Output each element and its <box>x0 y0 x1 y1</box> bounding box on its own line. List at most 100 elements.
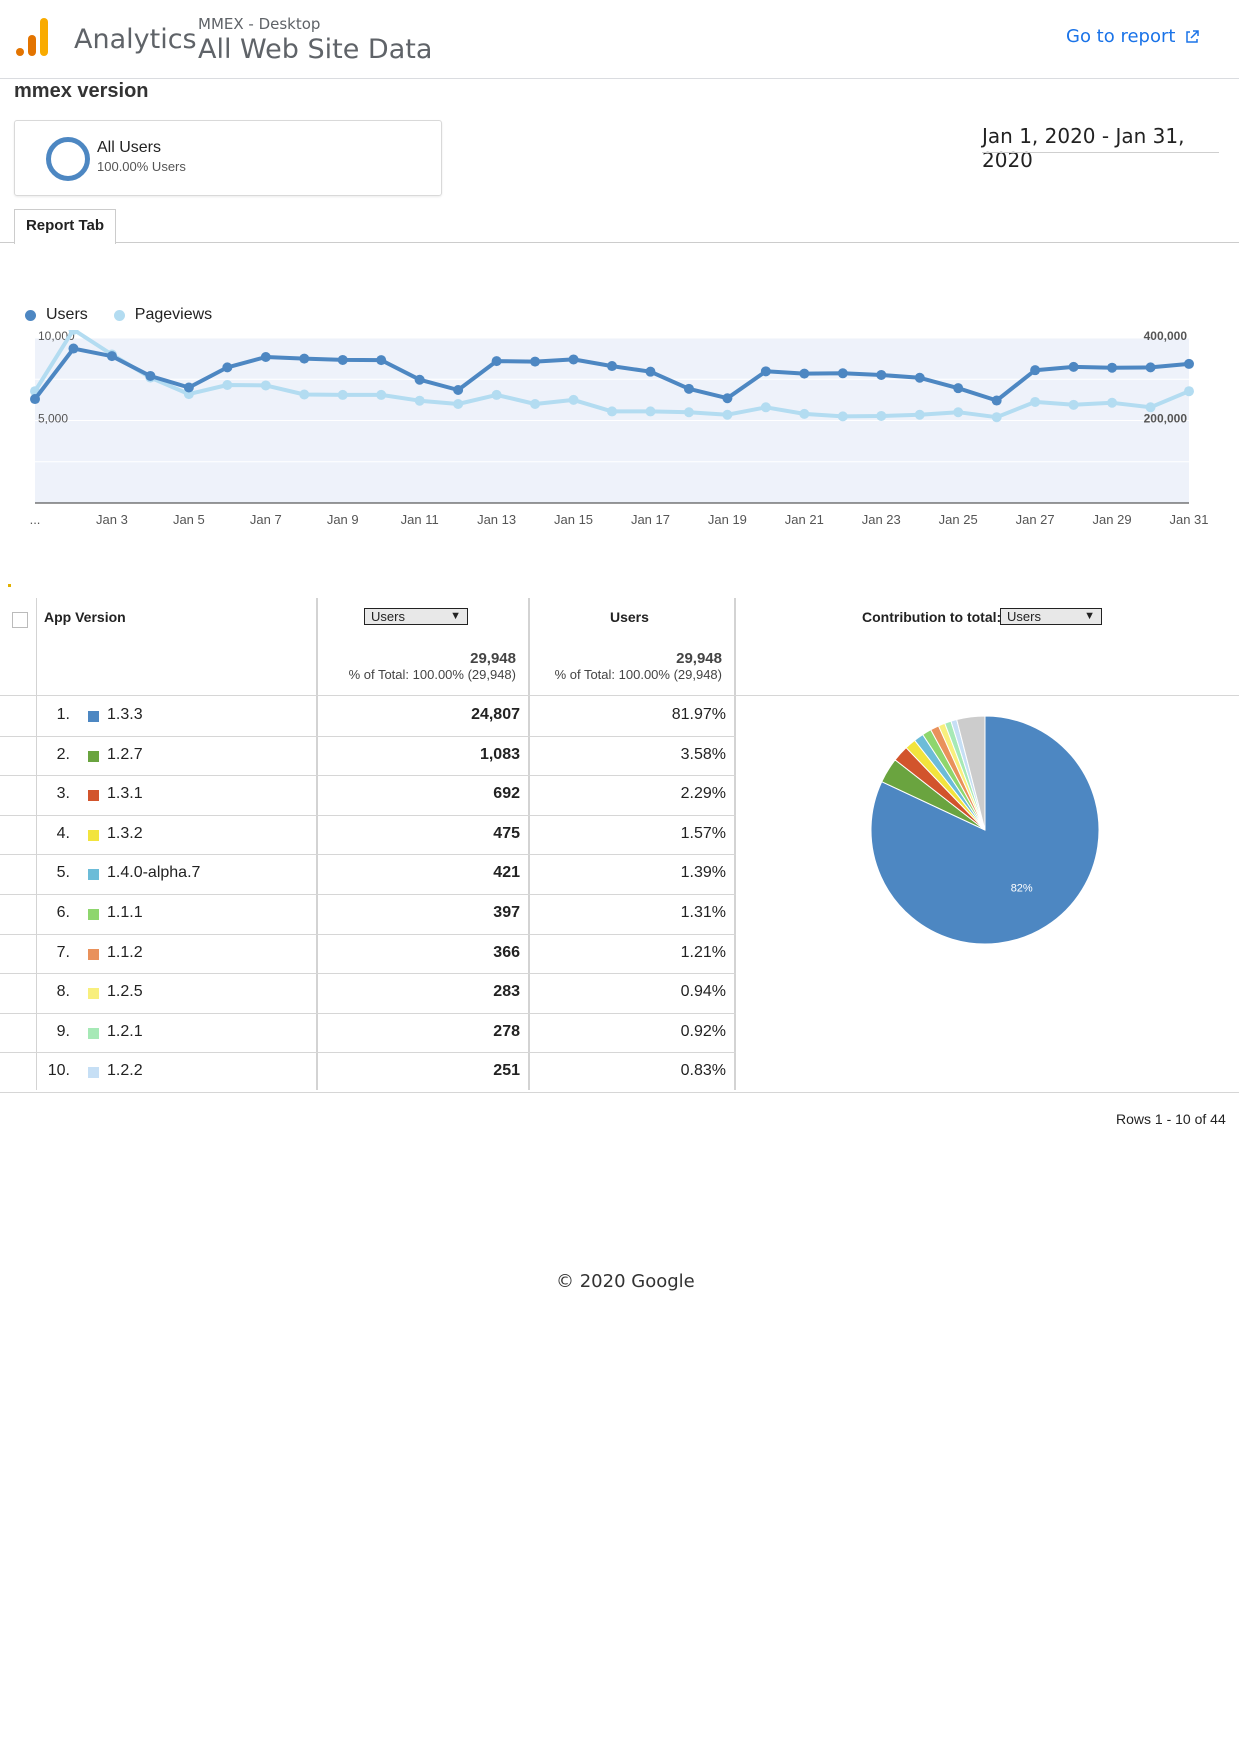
data-point-pageviews <box>1068 399 1079 410</box>
metric-select-value: Users <box>371 609 405 624</box>
data-point-pageviews <box>645 406 656 417</box>
data-point-pageviews <box>876 410 887 421</box>
legend-users-label: Users <box>46 306 88 323</box>
row-users: 366 <box>493 943 520 961</box>
data-point-users <box>30 394 40 405</box>
data-point-pageviews <box>1184 386 1194 397</box>
table-row[interactable]: 5. 1.4.0-alpha.7 421 1.39% <box>0 855 736 895</box>
x-tick-label: Jan 15 <box>554 512 593 527</box>
x-tick-label: Jan 17 <box>631 512 670 527</box>
row-version[interactable]: 1.2.2 <box>107 1062 143 1080</box>
row-percent: 1.39% <box>680 864 726 882</box>
row-version[interactable]: 1.2.5 <box>107 983 143 1001</box>
table-col-divider <box>528 598 530 1090</box>
go-to-report-label: Go to report <box>1066 26 1176 47</box>
row-version[interactable]: 1.3.3 <box>107 706 143 723</box>
data-point-pageviews <box>991 412 1002 423</box>
row-number: 9. <box>56 1022 70 1040</box>
table-row[interactable]: 7. 1.1.2 366 1.21% <box>0 935 736 975</box>
row-version[interactable]: 1.4.0-alpha.7 <box>107 864 201 882</box>
row-color-swatch <box>88 711 99 722</box>
data-point-pageviews <box>607 406 617 417</box>
header-divider <box>0 78 1239 79</box>
select-all-checkbox[interactable] <box>12 612 28 628</box>
row-percent: 1.21% <box>680 943 726 961</box>
table-row[interactable]: 9. 1.2.1 278 0.92% <box>0 1014 736 1054</box>
row-divider <box>0 933 736 935</box>
table-row[interactable]: 4. 1.3.2 475 1.57% <box>0 816 736 856</box>
row-divider <box>0 1052 736 1054</box>
dropdown-caret-icon: ▼ <box>1084 610 1095 622</box>
dropdown-caret-icon: ▼ <box>450 610 461 622</box>
table-row[interactable]: 6. 1.1.1 397 1.31% <box>0 895 736 935</box>
row-percent: 0.94% <box>680 983 726 1001</box>
data-point-users <box>530 356 541 367</box>
segment-card[interactable]: All Users 100.00% Users <box>14 120 442 196</box>
row-number: 10. <box>47 1062 70 1080</box>
data-point-users <box>1068 361 1079 372</box>
date-range-picker[interactable]: Jan 1, 2020 - Jan 31, 2020 <box>982 124 1185 172</box>
row-version[interactable]: 1.3.1 <box>107 785 143 803</box>
data-point-pageviews <box>68 330 79 335</box>
row-number: 2. <box>56 745 70 763</box>
row-divider <box>0 735 736 737</box>
data-point-pageviews <box>299 389 310 400</box>
legend-item-pageviews[interactable]: Pageviews <box>113 306 213 324</box>
row-version[interactable]: 1.3.2 <box>107 824 143 842</box>
data-point-users <box>1107 362 1118 373</box>
row-color-swatch <box>88 869 99 881</box>
pie-slice[interactable] <box>956 715 986 831</box>
data-point-pageviews <box>914 409 925 420</box>
row-color-swatch <box>88 988 99 1000</box>
metric-select[interactable]: Users ▼ <box>364 608 468 625</box>
data-point-users <box>222 362 233 373</box>
table-row[interactable]: 1. 1.3.3 24,807 81.97% <box>0 697 736 737</box>
data-point-users <box>68 343 79 354</box>
row-version[interactable]: 1.1.1 <box>107 904 143 921</box>
go-to-report-link[interactable]: Go to report <box>1066 26 1200 47</box>
row-users: 278 <box>493 1022 520 1040</box>
data-point-pageviews <box>683 407 694 418</box>
table-col-divider <box>734 598 736 1090</box>
row-version[interactable]: 1.1.2 <box>107 943 143 961</box>
data-point-users <box>914 372 925 383</box>
tab-report[interactable]: Report Tab <box>14 209 116 244</box>
row-divider <box>0 894 736 895</box>
data-point-users <box>376 355 387 366</box>
table-row[interactable]: 10. 1.2.2 251 0.83% <box>0 1053 736 1093</box>
row-number: 1. <box>56 706 70 723</box>
data-point-users <box>491 356 502 367</box>
legend-users-dot <box>25 309 36 321</box>
data-point-users <box>837 368 848 379</box>
col-header-app-version[interactable]: App Version <box>44 609 126 625</box>
row-version[interactable]: 1.2.7 <box>107 745 143 763</box>
date-range-underline <box>982 152 1219 153</box>
x-tick-label: Jan 13 <box>477 512 516 527</box>
row-percent: 0.83% <box>680 1062 726 1080</box>
row-divider <box>0 854 736 856</box>
col-header-users[interactable]: Users <box>610 609 649 625</box>
table-row[interactable]: 2. 1.2.7 1,083 3.58% <box>0 737 736 777</box>
row-version[interactable]: 1.2.1 <box>107 1022 143 1040</box>
table-row[interactable]: 8. 1.2.5 283 0.94% <box>0 974 736 1014</box>
segment-subtitle: 100.00% Users <box>97 159 186 174</box>
row-percent: 0.92% <box>680 1022 726 1040</box>
x-tick-label: Jan 9 <box>327 512 359 527</box>
contribution-select[interactable]: Users ▼ <box>1000 608 1102 625</box>
legend-pageviews-label: Pageviews <box>134 306 213 323</box>
x-tick-label: ... <box>30 512 41 527</box>
legend-item-users[interactable]: Users <box>25 306 88 324</box>
row-percent: 2.29% <box>680 785 726 803</box>
data-point-pageviews <box>491 389 502 400</box>
data-point-users <box>145 370 156 381</box>
total-metric: 29,948 <box>470 650 516 667</box>
x-tick-label: Jan 25 <box>939 512 978 527</box>
data-point-users <box>299 353 310 364</box>
segment-name: All Users <box>97 139 162 156</box>
table-row[interactable]: 3. 1.3.1 692 2.29% <box>0 776 736 816</box>
data-point-users <box>722 393 733 404</box>
row-percent: 3.58% <box>680 745 726 763</box>
table-header-divider <box>0 695 1239 696</box>
row-number: 5. <box>56 864 70 882</box>
x-tick-label: Jan 5 <box>173 512 205 527</box>
